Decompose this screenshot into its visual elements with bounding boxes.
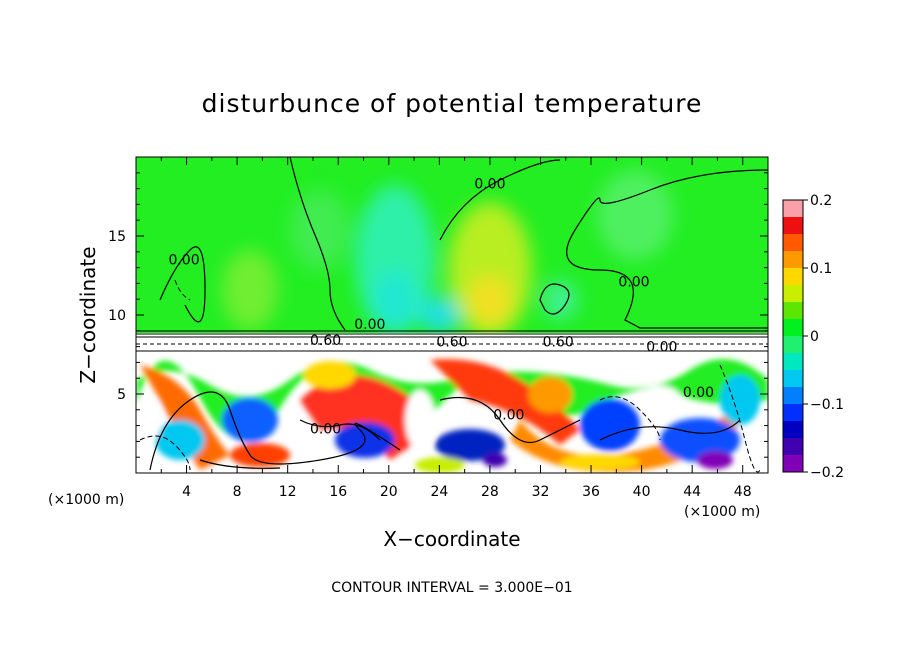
y-tick-label: 15: [108, 229, 126, 245]
colorbar-segment: [783, 251, 803, 269]
contour-label: 0.60: [436, 335, 467, 351]
colorbar-segment: [783, 353, 803, 371]
colorbar-segment: [783, 421, 803, 439]
colorbar-segment: [783, 302, 803, 320]
y-axis-ticks: 5 10 15: [108, 172, 768, 458]
x-tick-label: 16: [329, 484, 347, 500]
colorbar-tick-label: 0.1: [810, 261, 832, 277]
colorbar-tick-label: 0.2: [810, 193, 832, 209]
contour-label: 0.60: [310, 333, 341, 349]
x-axis-ticks: 4 8 12 16 20 24 28 32 36 40 44 48: [160, 157, 752, 500]
x-unit-label-left: (×1000 m): [48, 492, 124, 508]
x-tick-label: 44: [683, 484, 701, 500]
colorbar-ticks: 0.2 0.1 0 −0.1 −0.2: [803, 193, 844, 481]
x-axis-label: X−coordinate: [383, 527, 520, 551]
colorbar-segment: [783, 370, 803, 388]
contour-label: 0.00: [646, 339, 677, 355]
colorbar-tick-label: 0: [810, 329, 819, 345]
x-tick-label: 4: [182, 484, 191, 500]
colorbar-segment: [783, 234, 803, 252]
chart-title: disturbunce of potential temperature: [202, 89, 703, 118]
colorbar-segment: [783, 200, 803, 218]
colorbar-segment: [783, 387, 803, 405]
contour-label: 0.00: [354, 317, 385, 333]
y-tick-label: 10: [108, 308, 126, 324]
x-tick-label: 24: [430, 484, 448, 500]
colorbar-segment: [783, 455, 803, 473]
contour-label: 0.00: [168, 252, 199, 268]
y-axis-label: Z−coordinate: [76, 246, 100, 383]
x-tick-label: 32: [532, 484, 550, 500]
x-tick-label: 28: [481, 484, 499, 500]
contour-interval-note: CONTOUR INTERVAL = 3.000E−01: [331, 580, 572, 596]
x-tick-label: 12: [279, 484, 297, 500]
contour-label: 0.00: [683, 385, 714, 401]
colorbar-segment: [783, 285, 803, 303]
contour-label: 0.00: [310, 422, 341, 438]
contour-labels: 0.00 0.00 0.00 0.00 0.60 0.60 0.60 0.00 0.00 0.00…: [168, 177, 714, 438]
colorbar: [782, 199, 804, 473]
colorbar-segment: [783, 438, 803, 456]
colorbar-tick-label: −0.1: [810, 397, 844, 413]
contour-label: 0.00: [493, 407, 524, 423]
x-tick-label: 8: [233, 484, 242, 500]
colorbar-segment: [783, 404, 803, 422]
y-tick-label: 5: [117, 387, 126, 403]
contour-label: 0.00: [474, 177, 505, 193]
x-tick-label: 36: [582, 484, 600, 500]
x-unit-label-right: (×1000 m): [684, 504, 760, 520]
colorbar-segment: [783, 217, 803, 235]
colorbar-segment: [783, 336, 803, 354]
colorbar-segment: [783, 319, 803, 337]
colorbar-segment: [783, 268, 803, 286]
heatmap-field: [136, 157, 768, 473]
x-tick-label: 20: [380, 484, 398, 500]
x-tick-label: 48: [734, 484, 752, 500]
contour-label: 0.00: [618, 275, 649, 291]
colorbar-tick-label: −0.2: [810, 465, 844, 481]
x-tick-label: 40: [633, 484, 651, 500]
contour-label: 0.60: [543, 335, 574, 351]
